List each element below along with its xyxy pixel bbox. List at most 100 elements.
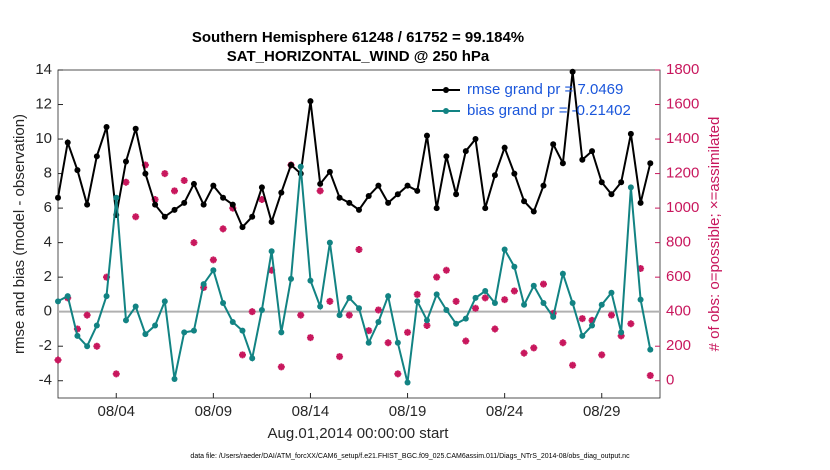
data-point xyxy=(55,194,61,201)
data-point xyxy=(501,246,508,253)
data-point xyxy=(453,191,460,198)
data-point xyxy=(258,306,265,313)
obs-count-marker xyxy=(365,327,373,335)
data-point xyxy=(472,136,479,143)
obs-count-marker xyxy=(617,332,625,340)
data-point xyxy=(200,281,207,288)
data-point xyxy=(288,275,295,282)
data-point xyxy=(491,300,498,307)
data-point xyxy=(559,160,566,167)
obs-count-marker xyxy=(520,349,528,357)
data-point xyxy=(608,191,615,198)
data-point xyxy=(181,329,188,336)
y-tick-label: 8 xyxy=(44,165,52,182)
obs-count-marker xyxy=(598,351,606,359)
data-point xyxy=(608,289,615,296)
data-point xyxy=(181,199,188,206)
data-point xyxy=(530,208,537,215)
data-point xyxy=(317,303,324,310)
obs-count-marker xyxy=(171,187,179,195)
data-point xyxy=(414,187,421,194)
data-point xyxy=(627,130,634,137)
data-point xyxy=(521,198,528,205)
data-point xyxy=(598,301,605,308)
obs-count-marker xyxy=(268,266,276,274)
data-point xyxy=(423,317,430,324)
data-point xyxy=(501,144,508,151)
obs-count-marker xyxy=(404,328,412,336)
obs-count-marker xyxy=(258,195,266,203)
data-point xyxy=(511,263,518,270)
data-point xyxy=(317,180,324,187)
data-point xyxy=(618,179,625,186)
y2-tick-label: 1400 xyxy=(666,130,699,147)
data-point xyxy=(443,153,450,160)
data-point xyxy=(220,300,227,307)
data-point xyxy=(375,319,382,326)
obs-count-marker xyxy=(472,304,480,312)
y-tick-label: 10 xyxy=(35,130,52,147)
data-point xyxy=(647,346,654,353)
data-point xyxy=(540,182,547,189)
data-point xyxy=(278,189,285,196)
y-tick-label: -4 xyxy=(39,372,52,389)
data-point xyxy=(530,282,537,289)
obs-count-marker xyxy=(54,356,62,364)
data-point xyxy=(598,179,605,186)
data-point xyxy=(462,148,469,155)
obs-count-marker xyxy=(209,256,217,264)
legend-marker xyxy=(443,87,449,93)
obs-count-marker xyxy=(501,296,509,304)
data-point xyxy=(103,123,110,130)
obs-count-marker xyxy=(481,294,489,302)
y-tick-label: 0 xyxy=(44,303,52,320)
obs-count-marker xyxy=(442,266,450,274)
obs-count-marker xyxy=(112,370,120,378)
data-point xyxy=(152,322,159,329)
obs-count-marker xyxy=(646,372,654,380)
data-point xyxy=(122,317,129,324)
obs-count-marker xyxy=(491,325,499,333)
data-point xyxy=(55,298,61,305)
data-point xyxy=(540,300,547,307)
obs-count-marker xyxy=(637,265,645,273)
data-point xyxy=(365,193,372,200)
data-point xyxy=(74,332,81,339)
data-point xyxy=(200,201,207,208)
data-point xyxy=(336,312,343,319)
obs-count-marker xyxy=(132,213,140,221)
obs-count-marker xyxy=(607,311,615,319)
obs-count-marker xyxy=(530,344,538,352)
data-point xyxy=(491,172,498,179)
obs-count-marker xyxy=(413,290,421,298)
data-point xyxy=(93,322,100,329)
data-point xyxy=(258,184,265,191)
data-point xyxy=(385,199,392,206)
data-point xyxy=(482,287,489,294)
data-point xyxy=(589,148,596,155)
data-point xyxy=(229,201,236,208)
chart-subtitle: SAT_HORIZONTAL_WIND @ 250 hPa xyxy=(227,48,490,65)
obs-count-marker xyxy=(161,170,169,178)
data-point xyxy=(210,182,217,189)
data-point xyxy=(336,194,343,201)
data-point xyxy=(113,194,120,201)
data-point xyxy=(433,205,440,212)
obs-count-marker xyxy=(141,161,149,169)
data-point xyxy=(64,139,71,146)
obs-count-marker xyxy=(355,246,363,254)
obs-count-marker xyxy=(578,315,586,323)
x-tick-label: 08/29 xyxy=(583,403,621,420)
y2-tick-label: 600 xyxy=(666,268,691,285)
data-point xyxy=(647,160,654,167)
data-point xyxy=(394,191,401,198)
data-point xyxy=(142,331,149,338)
data-point xyxy=(375,182,382,189)
data-point xyxy=(472,294,479,301)
data-point xyxy=(404,182,411,189)
data-point xyxy=(239,327,246,334)
data-point xyxy=(521,301,528,308)
x-tick-label: 08/19 xyxy=(389,403,427,420)
obs-count-marker xyxy=(510,287,518,295)
